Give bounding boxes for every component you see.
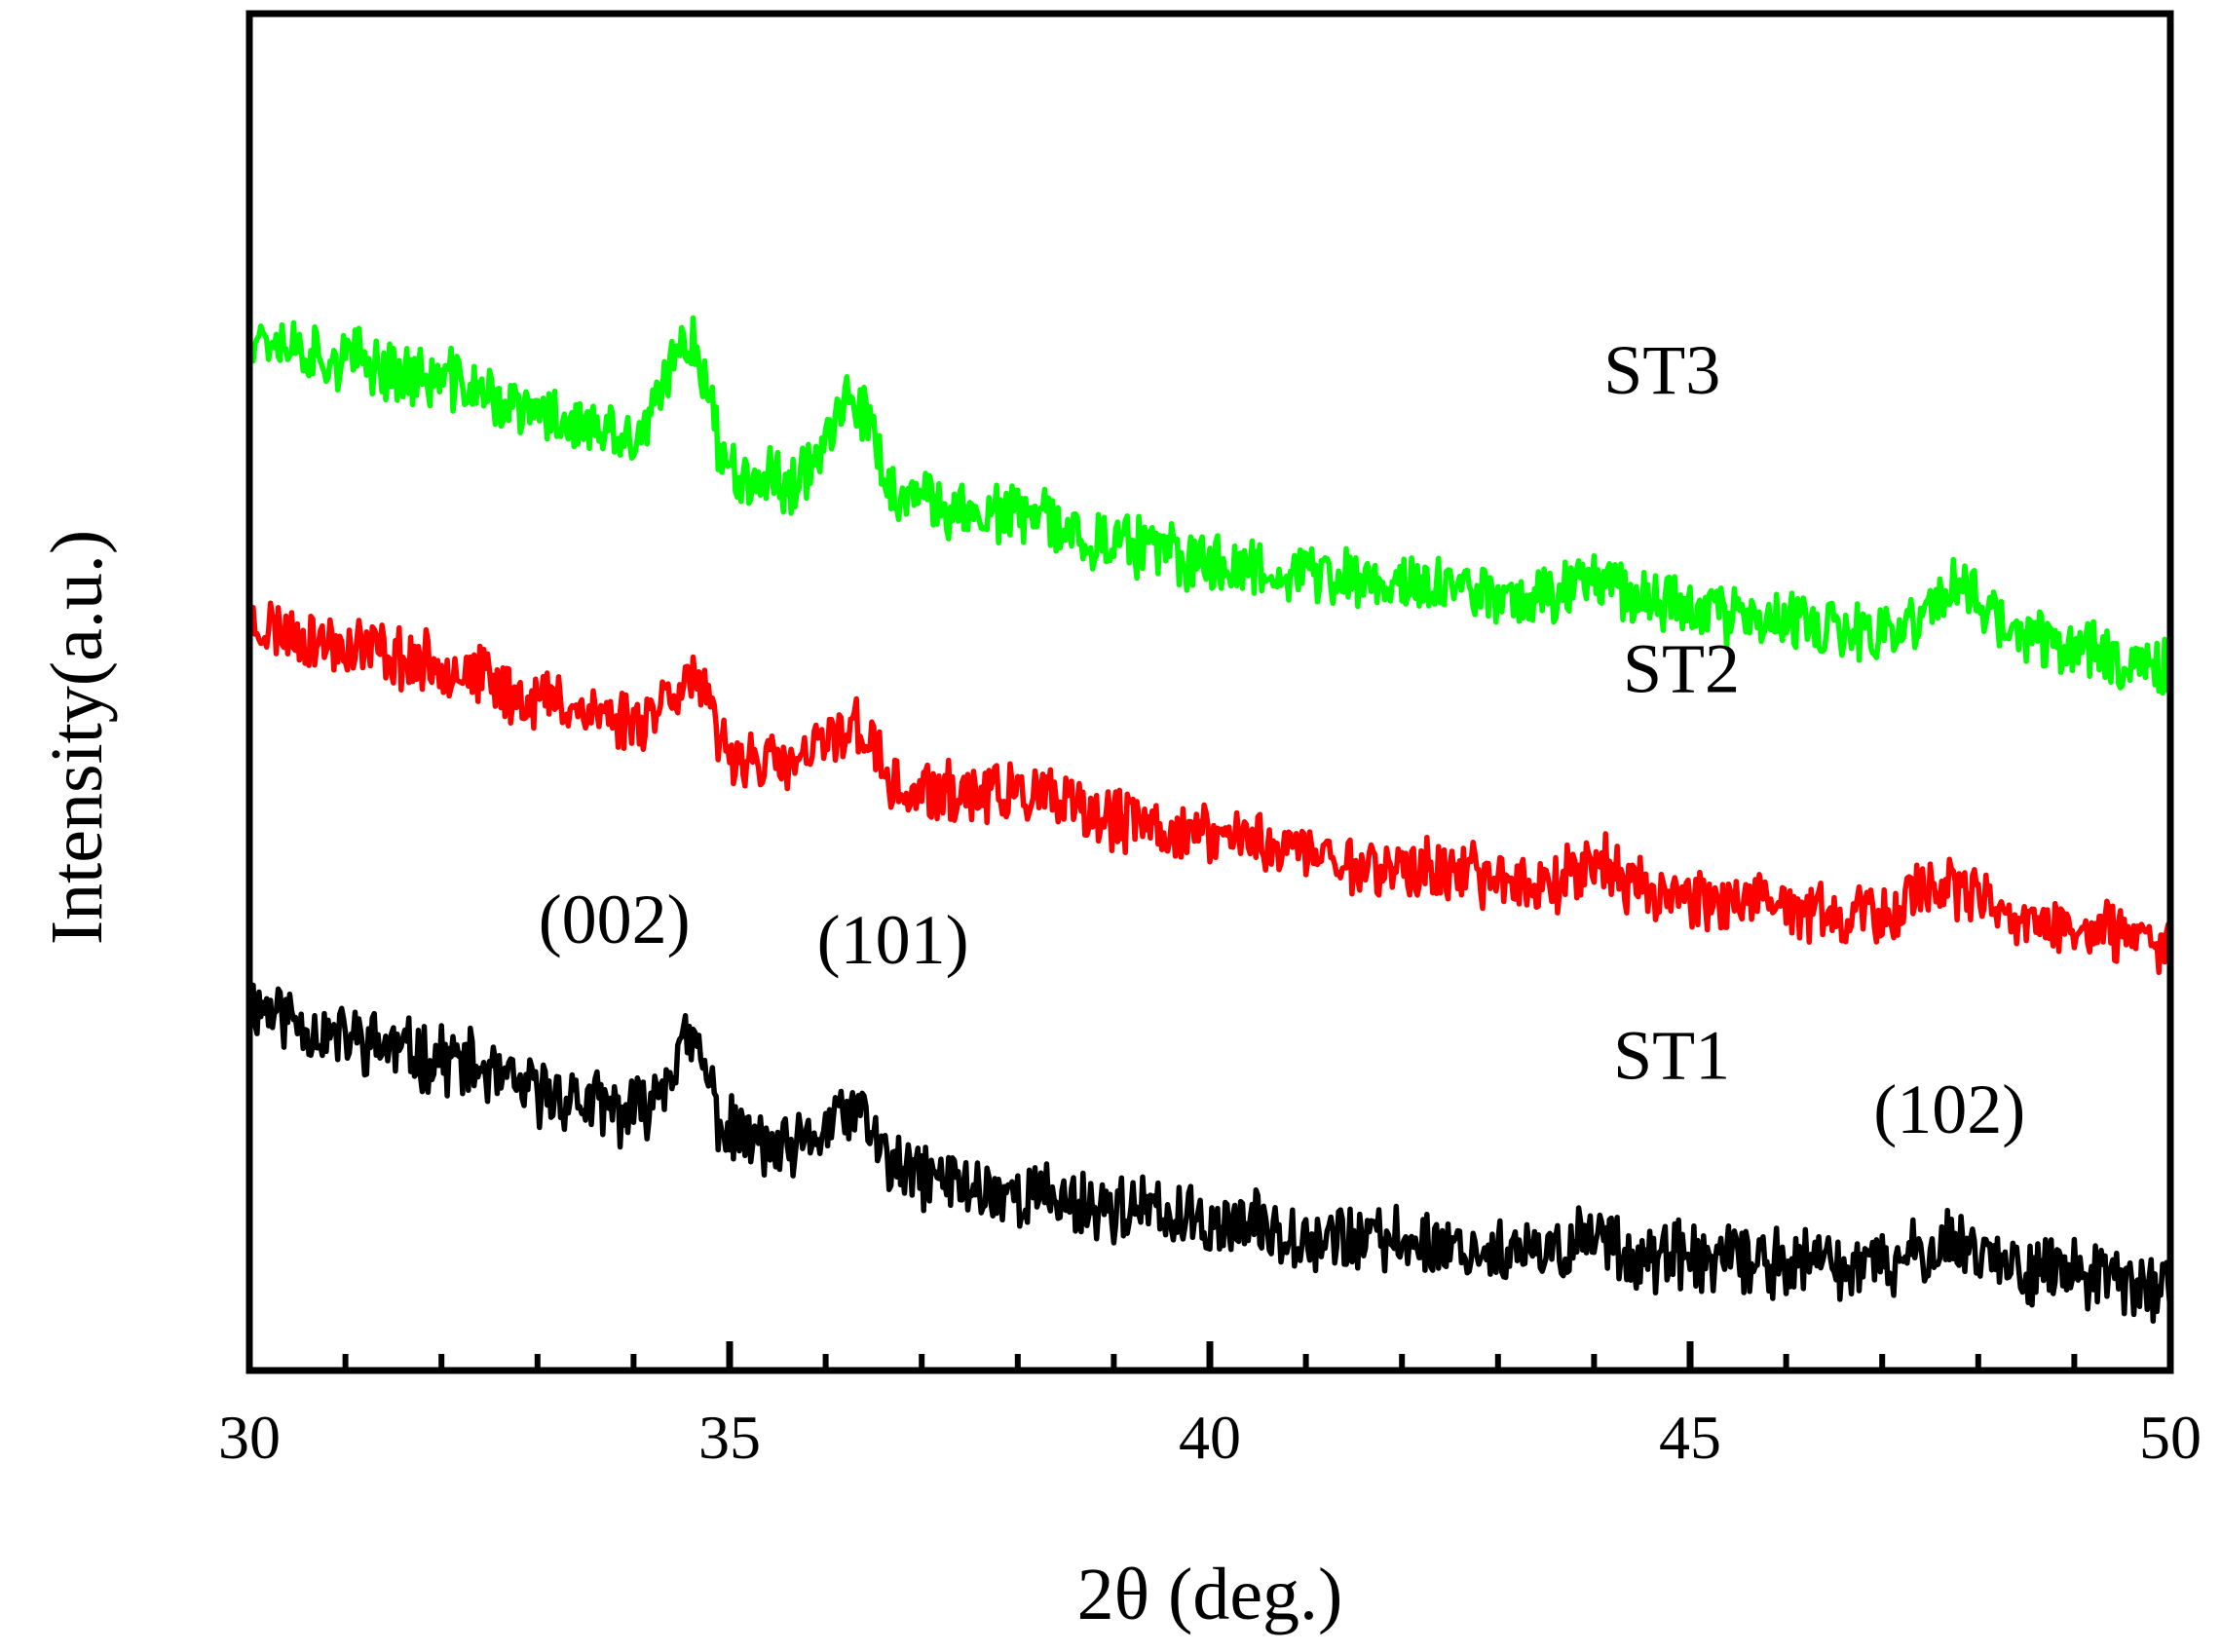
series-labels: ST3 ST2 ST1	[1603, 331, 1740, 1094]
peak-annotations: (002) (101) (102)	[539, 881, 2025, 1148]
peak-label: (002)	[539, 881, 691, 958]
peak-label: (101)	[817, 901, 969, 979]
x-axis-ticks	[245, 1341, 2174, 1370]
x-axis-tick-labels: 30 35 40 45 50	[218, 1403, 2202, 1472]
x-axis-title: 2θ (deg.)	[1077, 1554, 1343, 1635]
y-axis-title: Intensity(a.u.)	[36, 530, 118, 945]
series-line-st1	[246, 982, 2173, 1325]
peak-label: (102)	[1873, 1070, 2025, 1148]
x-tick-label: 40	[1179, 1403, 1241, 1472]
x-tick-label: 30	[218, 1403, 281, 1472]
series-label-st2: ST2	[1623, 630, 1740, 708]
series-line-st2	[246, 600, 2173, 976]
x-tick-label: 45	[1659, 1403, 1721, 1472]
series-label-st1: ST1	[1613, 1017, 1730, 1095]
series-traces	[246, 315, 2173, 1325]
x-tick-label: 35	[698, 1403, 761, 1472]
x-tick-label: 50	[2139, 1403, 2202, 1472]
series-line-st3	[246, 315, 2173, 696]
series-label-st3: ST3	[1603, 331, 1720, 409]
